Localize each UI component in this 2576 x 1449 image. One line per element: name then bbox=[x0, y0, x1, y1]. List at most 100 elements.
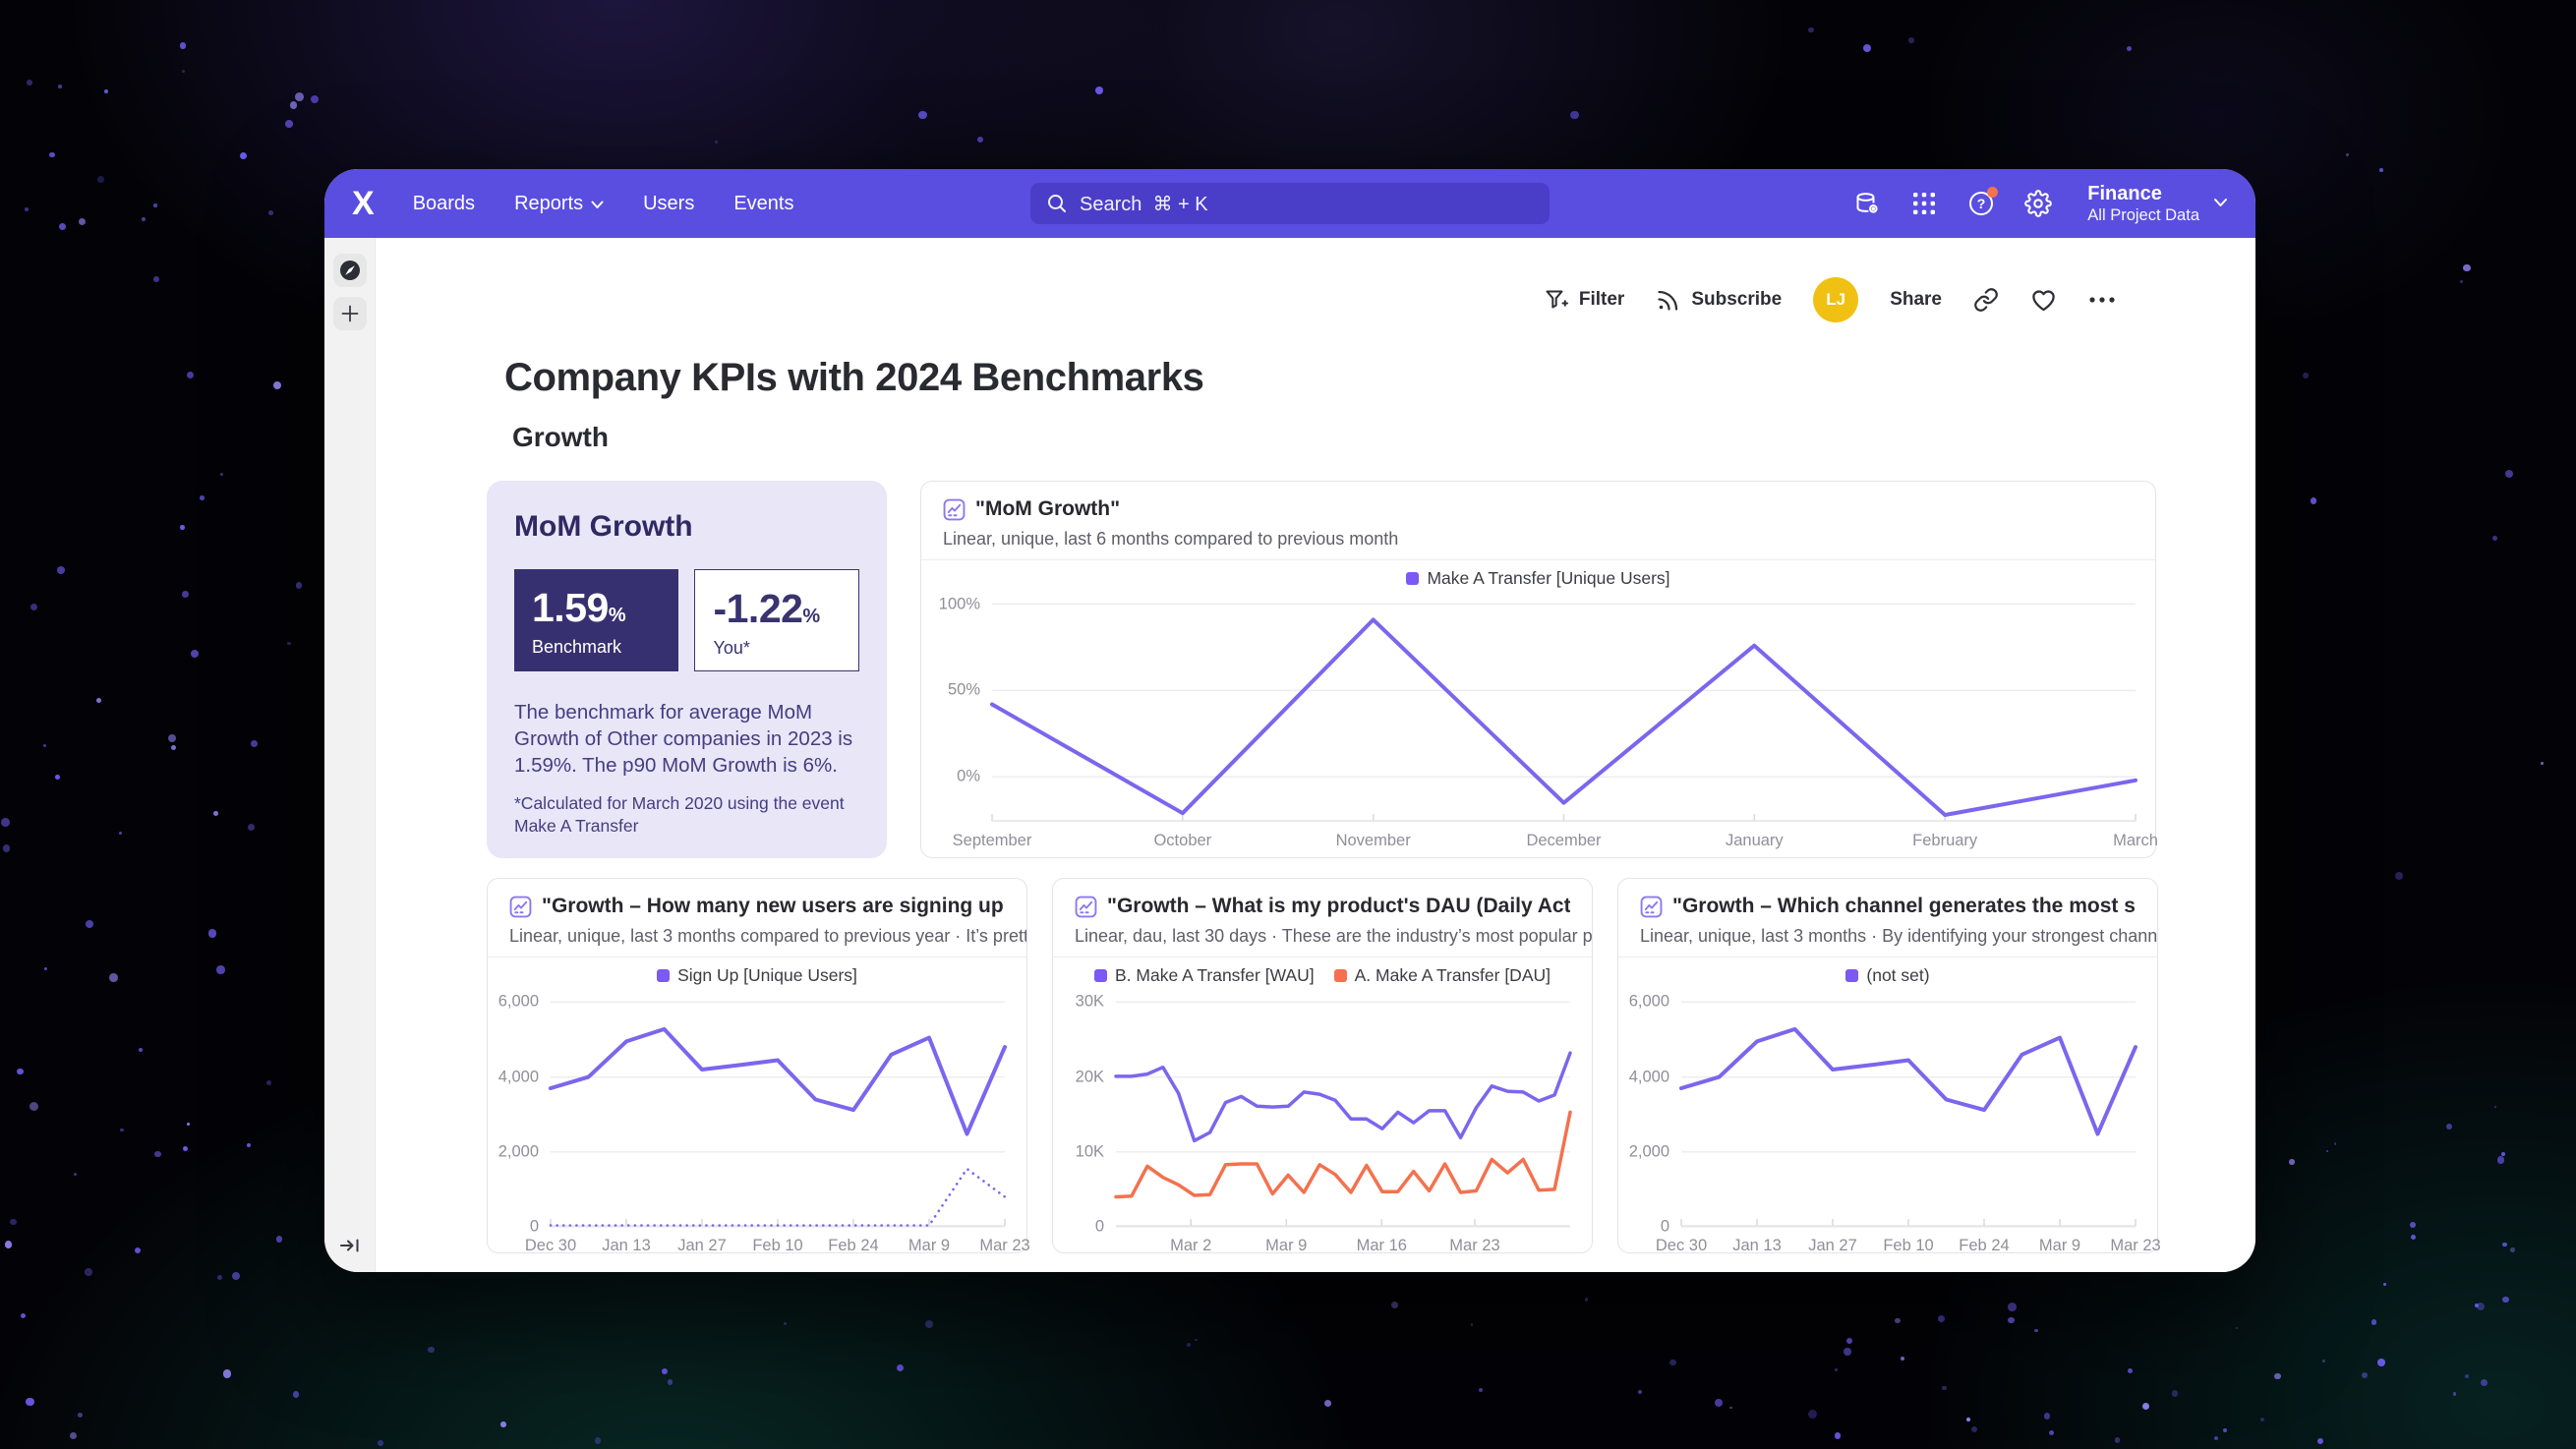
star-dot bbox=[311, 95, 320, 104]
chart-card-new-users[interactable]: "Growth – How many new users are signing… bbox=[487, 878, 1030, 1254]
y-axis-label: 6,000 bbox=[498, 992, 539, 1011]
legend-swatch bbox=[1845, 968, 1859, 982]
x-axis-label: Feb 10 bbox=[1883, 1237, 1934, 1254]
legend-item[interactable]: Sign Up [Unique Users] bbox=[657, 965, 857, 986]
chart-plot[interactable] bbox=[1114, 991, 1572, 1228]
star-dot bbox=[2310, 496, 2317, 504]
legend-label: A. Make A Transfer [DAU] bbox=[1354, 964, 1551, 985]
subscribe-button[interactable]: Subscribe bbox=[1656, 287, 1782, 313]
star-dot bbox=[292, 1391, 300, 1398]
y-axis-label: 2,000 bbox=[498, 1142, 539, 1161]
chart-legend: Make A Transfer [Unique Users] bbox=[921, 567, 2155, 589]
star-dot bbox=[231, 1271, 240, 1280]
star-dot bbox=[2128, 1367, 2134, 1374]
star-dot bbox=[141, 216, 146, 222]
star-dot bbox=[1669, 1359, 1677, 1366]
chart-card-signup-channel[interactable]: "Growth – Which channel generates the mo… bbox=[1617, 878, 2161, 1254]
nav-item-users[interactable]: Users bbox=[643, 192, 695, 214]
x-axis: Mar 2 Mar 9 Mar 16 Mar 23 bbox=[1116, 1227, 1570, 1256]
search-icon bbox=[1046, 193, 1068, 214]
star-dot bbox=[715, 140, 719, 144]
add-board-button[interactable] bbox=[332, 297, 367, 330]
nav-items: Boards Reports Users Events bbox=[413, 193, 794, 215]
star-dot bbox=[24, 206, 29, 211]
chart-plot[interactable] bbox=[549, 991, 1007, 1228]
search-input[interactable]: Search ⌘ + K bbox=[1030, 183, 1550, 224]
star-dot bbox=[2259, 1417, 2265, 1422]
star-dot bbox=[1901, 1356, 1905, 1362]
star-dot bbox=[219, 472, 223, 476]
star-dot bbox=[186, 371, 195, 379]
legend-label: (not set) bbox=[1866, 964, 1930, 985]
star-dot bbox=[2481, 1379, 2488, 1387]
x-axis-label: February bbox=[1912, 832, 1978, 849]
chart-subtitle: Linear, unique, last 6 months compared t… bbox=[943, 529, 1399, 549]
star-dot bbox=[29, 603, 37, 610]
star-dot bbox=[2463, 263, 2471, 272]
star-dot bbox=[1907, 37, 1914, 44]
explore-compass-button[interactable] bbox=[332, 254, 367, 287]
star-dot bbox=[4, 1241, 13, 1248]
chart-subtitle: Linear, unique, last 3 months compared t… bbox=[509, 926, 1026, 946]
chart-plot[interactable] bbox=[990, 594, 2137, 822]
star-dot bbox=[44, 967, 48, 971]
x-axis-label: Mar 23 bbox=[1449, 1237, 1500, 1254]
copy-link-button[interactable] bbox=[1973, 287, 1999, 313]
chart-subtitle: Linear, unique, last 3 months · By ident… bbox=[1640, 926, 2157, 946]
data-management-icon[interactable] bbox=[1853, 190, 1881, 217]
star-dot bbox=[2222, 1428, 2227, 1433]
more-options-button[interactable] bbox=[2088, 296, 2116, 304]
star-dot bbox=[1715, 1399, 1724, 1408]
nav-item-events[interactable]: Events bbox=[733, 192, 794, 214]
share-button[interactable]: Share bbox=[1890, 289, 1942, 310]
star-dot bbox=[977, 136, 983, 143]
favorite-heart-button[interactable] bbox=[2030, 288, 2057, 313]
chart-subtitle: Linear, dau, last 30 days · These are th… bbox=[1075, 926, 1592, 946]
star-dot bbox=[2008, 1303, 2017, 1311]
legend-item[interactable]: (not set) bbox=[1845, 964, 1930, 986]
star-dot bbox=[1895, 1317, 1901, 1324]
y-axis-label: 4,000 bbox=[1628, 1068, 1669, 1086]
star-dot bbox=[1323, 1399, 1332, 1408]
star-dot bbox=[1966, 1418, 1970, 1422]
you-value-box: -1.22% You* bbox=[694, 569, 859, 671]
x-axis-label: September bbox=[952, 832, 1032, 849]
nav-item-boards[interactable]: Boards bbox=[412, 192, 476, 214]
star-dot bbox=[2493, 1105, 2497, 1109]
legend-item[interactable]: A. Make A Transfer [DAU] bbox=[1333, 964, 1551, 986]
legend-swatch bbox=[1094, 968, 1107, 982]
star-dot bbox=[2474, 1303, 2479, 1307]
settings-gear-icon[interactable] bbox=[2024, 190, 2053, 217]
project-switcher[interactable]: Finance All Project Data bbox=[2087, 182, 2228, 225]
legend-item[interactable]: B. Make A Transfer [WAU] bbox=[1094, 965, 1315, 986]
chart-card-mom-growth[interactable]: "MoM Growth" Linear, unique, last 6 mont… bbox=[920, 481, 2158, 858]
star-dot bbox=[2410, 1222, 2417, 1229]
star-dot bbox=[1570, 110, 1579, 120]
chart-plot[interactable] bbox=[1679, 991, 2137, 1228]
star-dot bbox=[2325, 1149, 2329, 1153]
star-dot bbox=[118, 831, 123, 835]
x-axis-label: Jan 27 bbox=[677, 1237, 727, 1254]
apps-grid-icon[interactable] bbox=[1910, 190, 1938, 217]
help-icon[interactable]: ? bbox=[1967, 187, 1999, 217]
star-dot bbox=[2034, 1329, 2038, 1333]
y-axis-label: 10K bbox=[1075, 1142, 1104, 1161]
star-dot bbox=[1195, 1338, 1198, 1342]
star-dot bbox=[378, 1440, 384, 1447]
x-axis-label: Dec 30 bbox=[1655, 1237, 1708, 1254]
star-dot bbox=[2411, 1235, 2417, 1241]
chart-canvas bbox=[990, 603, 2137, 822]
star-dot bbox=[171, 744, 177, 750]
expand-sidebar-icon[interactable] bbox=[338, 1236, 362, 1260]
star-dot bbox=[2383, 1282, 2387, 1287]
chart-card-dau[interactable]: "Growth – What is my product's DAU (Dail… bbox=[1052, 878, 1593, 1256]
nav-item-reports[interactable]: Reports bbox=[514, 193, 604, 215]
x-axis-label: Mar 9 bbox=[1265, 1237, 1308, 1254]
star-dot bbox=[1584, 1298, 1588, 1302]
legend-item[interactable]: Make A Transfer [Unique Users] bbox=[1406, 568, 1670, 589]
avatar[interactable]: LJ bbox=[1813, 277, 1859, 322]
star-dot bbox=[1834, 1367, 1838, 1371]
star-dot bbox=[1470, 1323, 1474, 1327]
filter-button[interactable]: Filter bbox=[1544, 287, 1624, 313]
star-dot bbox=[1, 818, 10, 827]
